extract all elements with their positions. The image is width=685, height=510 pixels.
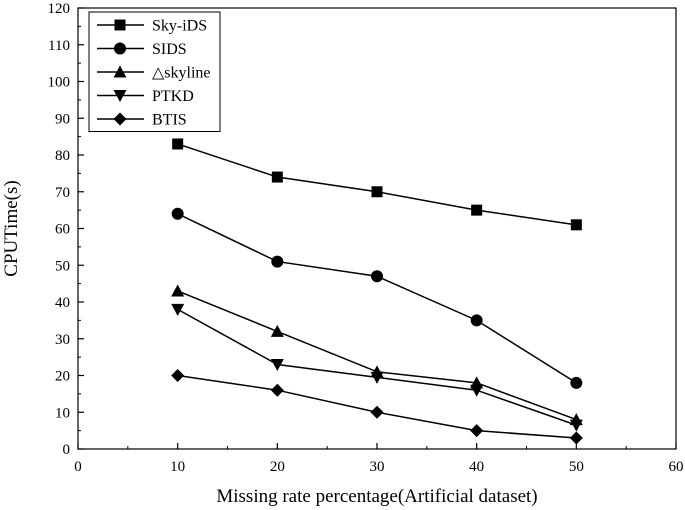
data-point <box>270 383 284 397</box>
data-point <box>471 204 483 216</box>
x-tick-label: 40 <box>469 459 484 475</box>
data-point <box>171 369 185 382</box>
y-tick-label: 0 <box>63 442 71 458</box>
data-point <box>370 405 384 419</box>
legend-label: PTKD <box>152 88 194 105</box>
data-point <box>271 171 283 183</box>
y-tick-label: 90 <box>55 111 70 127</box>
y-tick-label: 20 <box>55 369 70 385</box>
x-tick-label: 50 <box>569 459 584 475</box>
data-point <box>270 358 284 371</box>
series-2 <box>171 284 583 426</box>
data-point <box>370 371 384 384</box>
series-4 <box>171 369 583 445</box>
data-point <box>570 219 582 231</box>
y-tick-label: 40 <box>55 295 70 311</box>
legend-marker <box>114 19 126 31</box>
legend-marker <box>113 112 127 126</box>
series-layer <box>171 138 583 445</box>
y-tick-label: 50 <box>55 258 70 274</box>
data-point <box>171 207 184 220</box>
axes: 0 10 20 30 40 50 60 70 80 90 100 110 120 0 10 20 30 40 50 6… <box>48 1 684 475</box>
data-point <box>171 303 185 316</box>
y-tick-label: 80 <box>55 148 70 164</box>
x-tick-label: 20 <box>270 459 285 475</box>
data-point <box>470 424 484 438</box>
legend-label: Sky-iDS <box>152 18 207 35</box>
y-tick-label: 120 <box>48 1 71 17</box>
x-tick-label: 10 <box>170 459 185 475</box>
y-tick-label: 100 <box>48 75 71 91</box>
legend-label: BTIS <box>152 112 187 129</box>
legend-marker <box>114 42 126 55</box>
data-point <box>271 255 284 268</box>
data-point <box>171 284 185 297</box>
y-tick-label: 60 <box>55 222 70 238</box>
y-tick-label: 10 <box>55 405 70 421</box>
data-point <box>569 431 583 445</box>
data-point <box>371 186 383 198</box>
legend: Sky-iDS SIDS △skyline PTKD BTIS <box>88 11 221 132</box>
series-0 <box>172 138 582 231</box>
x-tick-label: 0 <box>74 459 82 475</box>
data-point <box>172 138 184 150</box>
y-tick-label: 110 <box>48 38 70 54</box>
data-point <box>569 419 583 432</box>
series-3 <box>171 303 583 432</box>
legend-marker <box>113 65 127 78</box>
data-point <box>470 384 484 397</box>
x-tick-label: 60 <box>669 459 684 475</box>
series-line <box>177 290 577 421</box>
x-tick-label: 30 <box>370 459 385 475</box>
legend-label: SIDS <box>152 41 187 58</box>
data-point <box>570 376 583 389</box>
series-line <box>177 143 577 226</box>
data-point <box>470 314 483 327</box>
data-point <box>371 270 383 283</box>
legend-marker <box>113 90 127 102</box>
legend-label: △skyline <box>152 65 211 82</box>
data-point <box>270 324 284 337</box>
series-1 <box>171 207 583 389</box>
series-line <box>177 213 577 384</box>
y-axis-label: CPUTime(s) <box>1 180 22 276</box>
y-tick-label: 30 <box>55 332 70 348</box>
x-axis-label: Missing rate percentage(Artificial datas… <box>216 486 537 507</box>
y-tick-label: 70 <box>55 185 70 201</box>
